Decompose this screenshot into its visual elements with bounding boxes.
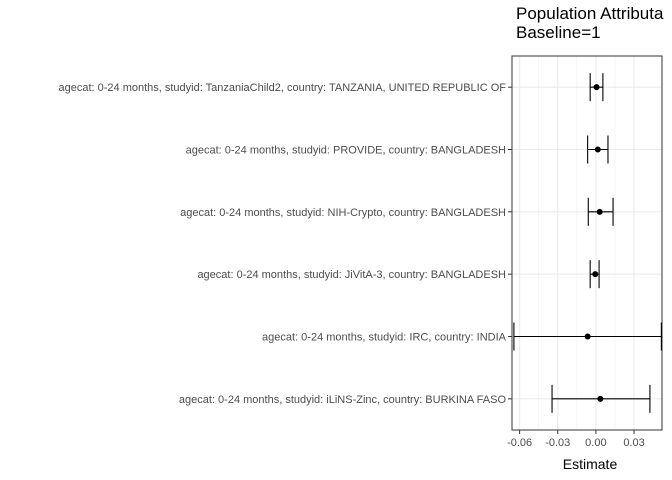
estimate-point <box>592 271 599 278</box>
estimate-point <box>597 395 604 402</box>
x-tick-label: -0.06 <box>507 437 532 449</box>
chart-subtitle: Baseline=1 <box>516 23 601 42</box>
y-tick-label: agecat: 0-24 months, studyid: JiVitA-3, … <box>197 269 506 281</box>
estimate-point <box>584 333 591 340</box>
x-tick-label: 0.00 <box>585 437 606 449</box>
estimate-point <box>596 208 603 215</box>
y-tick-label: agecat: 0-24 months, studyid: TanzaniaCh… <box>58 82 506 94</box>
x-tick-label: 0.03 <box>623 437 644 449</box>
y-tick-label: agecat: 0-24 months, studyid: iLiNS-Zinc… <box>179 394 507 406</box>
plot-panel: agecat: 0-24 months, studyid: TanzaniaCh… <box>58 55 663 449</box>
x-tick-label: -0.03 <box>545 437 570 449</box>
panel-border <box>511 55 663 431</box>
panel-background <box>512 56 662 430</box>
chart-title: Population Attributa <box>516 4 664 23</box>
y-tick-label: agecat: 0-24 months, studyid: PROVIDE, c… <box>186 145 506 157</box>
estimate-point <box>593 84 600 91</box>
estimate-point <box>594 146 601 153</box>
x-axis-label: Estimate <box>563 456 618 472</box>
y-tick-label: agecat: 0-24 months, studyid: NIH-Crypto… <box>180 207 506 219</box>
y-tick-label: agecat: 0-24 months, studyid: IRC, count… <box>262 332 507 344</box>
